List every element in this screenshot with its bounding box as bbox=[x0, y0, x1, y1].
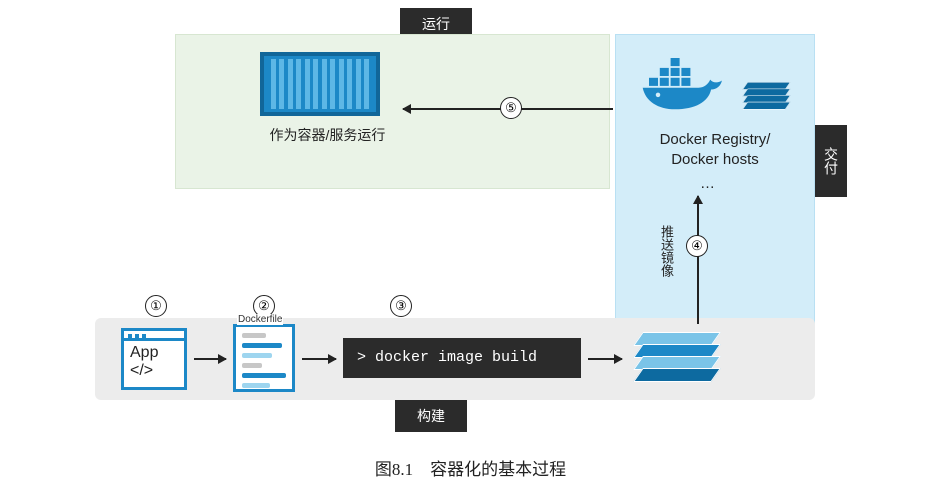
app-line2: </> bbox=[130, 362, 153, 379]
panel-run bbox=[175, 34, 610, 189]
app-source-node: App </> bbox=[121, 328, 187, 390]
step-marker-4: ④ bbox=[686, 235, 708, 257]
registry-ellipsis: … bbox=[700, 175, 715, 192]
registry-label-line2: Docker hosts bbox=[671, 151, 759, 168]
arrow-step4 bbox=[697, 196, 699, 324]
registry-label-line1: Docker Registry/ bbox=[660, 131, 771, 148]
registry-label: Docker Registry/ Docker hosts bbox=[625, 130, 805, 169]
push-image-label: 推送镜像 bbox=[657, 225, 676, 277]
step-marker-3: ③ bbox=[390, 295, 412, 317]
shipping-container-icon bbox=[260, 52, 380, 116]
arrow-step2 bbox=[302, 358, 336, 360]
step-marker-1: ① bbox=[145, 295, 167, 317]
arrow-step1 bbox=[194, 358, 226, 360]
dockerfile-node bbox=[233, 324, 295, 392]
diagram-canvas: 运行 构建 交付 作为容器/服务运行 ⑤ bbox=[60, 0, 880, 450]
container-label: 作为容器/服务运行 bbox=[235, 125, 420, 145]
phase-tag-build: 构建 bbox=[395, 400, 467, 432]
dockerfile-title: Dockerfile bbox=[237, 314, 283, 325]
figure-caption: 图8.1 容器化的基本过程 bbox=[0, 455, 941, 480]
phase-tag-deliver: 交付 bbox=[815, 125, 847, 197]
step-marker-5: ⑤ bbox=[500, 97, 522, 119]
docker-build-command: > docker image build bbox=[343, 338, 581, 378]
arrow-step3 bbox=[588, 358, 622, 360]
app-line1: App bbox=[130, 344, 158, 361]
